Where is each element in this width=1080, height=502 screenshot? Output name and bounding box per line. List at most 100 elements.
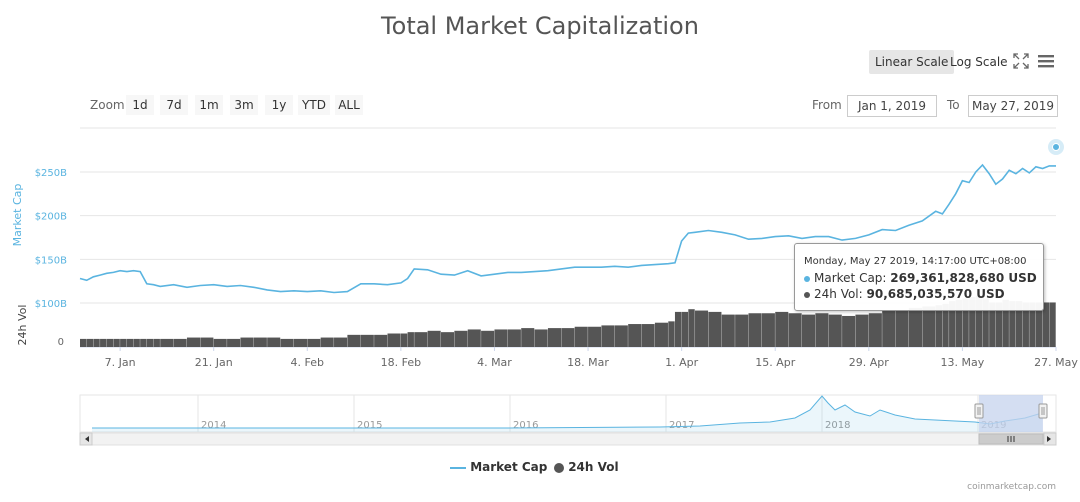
volume-bar <box>969 297 976 347</box>
navigator-handle-left[interactable] <box>974 403 984 419</box>
volume-bar <box>1015 301 1023 347</box>
volume-bar <box>614 325 628 347</box>
x-tick-label: 18. Mar <box>567 356 609 369</box>
volume-bar <box>908 307 923 347</box>
volume-bar <box>674 311 682 347</box>
navigator-series <box>92 395 1043 429</box>
from-date-input[interactable]: Jan 1, 2019 <box>847 95 937 117</box>
x-tick-label: 29. Apr <box>849 356 889 369</box>
volume-bar <box>407 332 414 347</box>
volume-bar <box>1029 302 1036 347</box>
volume-bar <box>106 338 114 347</box>
volume-bar <box>173 338 187 347</box>
zoom-button-all[interactable]: ALL <box>335 95 363 115</box>
x-tick-label: 7. Jan <box>105 356 136 369</box>
from-label: From <box>812 98 842 112</box>
navigator-year-label: 2015 <box>357 420 382 431</box>
volume-bar <box>721 314 735 347</box>
y-axis-title-market-cap: Market Cap <box>11 184 24 247</box>
volume-bar <box>86 338 94 347</box>
chart-title: Total Market Capitalization <box>381 12 699 40</box>
volume-bar <box>1002 299 1009 347</box>
volume-bar <box>962 298 969 347</box>
navigator-year-label: 2016 <box>513 420 538 431</box>
volume-bar <box>120 338 127 347</box>
volume-bar <box>126 338 134 347</box>
navigator-handle-right[interactable] <box>1038 403 1048 419</box>
volume-bar <box>494 329 508 347</box>
fullscreen-icon[interactable] <box>1012 52 1030 70</box>
zoom-button-ytd[interactable]: YTD <box>298 95 330 115</box>
volume-bar <box>761 313 775 347</box>
navigator-frame <box>79 394 1057 433</box>
volume-bar <box>942 303 949 347</box>
volume-bar <box>668 321 675 347</box>
x-tick-label: 4. Mar <box>477 356 512 369</box>
volume-bar <box>982 298 989 347</box>
chevron-right-icon <box>1047 436 1051 442</box>
to-date-input[interactable]: May 27, 2019 <box>968 95 1058 117</box>
volume-bar <box>681 311 689 347</box>
volume-bar <box>601 325 615 347</box>
y-tick-label: $100B <box>35 299 67 310</box>
credits-link[interactable]: coinmarketcap.com <box>967 482 1056 492</box>
navigator-year-label: 2017 <box>669 420 694 431</box>
volume-bar <box>868 313 882 347</box>
volume-dot-icon <box>804 291 810 298</box>
volume-bar <box>454 330 468 347</box>
volume-bar <box>1035 302 1043 347</box>
volume-bar <box>895 310 909 347</box>
volume-bar <box>1022 302 1029 347</box>
log-scale-button[interactable]: Log Scale <box>950 55 1008 69</box>
volume-bar <box>989 302 996 347</box>
volume-bar <box>935 305 943 347</box>
volume-bar <box>688 309 695 347</box>
y-tick-label: $150B <box>35 255 67 266</box>
tooltip-market-cap-label: Market Cap: <box>814 271 887 285</box>
vol-tick-label: 0 <box>58 337 64 348</box>
volume-bar <box>186 337 201 347</box>
volume-bar <box>922 306 936 347</box>
volume-bar <box>334 337 348 347</box>
legend-vol-label: 24h Vol <box>568 460 619 474</box>
volume-bar <box>160 338 174 347</box>
circle-legend-icon <box>554 462 564 473</box>
zoom-button-1y[interactable]: 1y <box>265 95 293 115</box>
volume-bar <box>561 328 575 347</box>
volume-bar <box>481 330 495 347</box>
volume-bar <box>280 338 294 347</box>
volume-bar <box>293 338 307 347</box>
scrollbar-track[interactable] <box>79 432 1057 446</box>
volume-bar <box>547 328 562 347</box>
volume-bar <box>574 326 588 347</box>
volume-bar <box>347 334 361 347</box>
volume-bar <box>775 311 789 347</box>
volume-bar <box>882 310 896 347</box>
zoom-button-1d[interactable]: 1d <box>126 95 154 115</box>
legend-market-cap[interactable]: Market Cap <box>450 460 547 474</box>
volume-bar <box>133 338 140 347</box>
volume-bar <box>788 313 802 347</box>
zoom-button-3m[interactable]: 3m <box>230 95 258 115</box>
volume-bar <box>146 338 154 347</box>
y-tick-label: $250B <box>35 168 67 179</box>
volume-bar <box>735 314 749 347</box>
tooltip-volume: 24h Vol: 90,685,035,570 USD <box>804 287 1005 301</box>
linear-scale-button[interactable]: Linear Scale <box>869 50 955 74</box>
legend-volume[interactable]: 24h Vol <box>554 460 619 474</box>
volume-bar <box>855 314 869 347</box>
tooltip: Monday, May 27 2019, 14:17:00 UTC+08:00 … <box>794 243 1044 311</box>
x-tick-label: 27. May <box>1034 356 1078 369</box>
zoom-button-1m[interactable]: 1m <box>195 95 223 115</box>
x-tick-label: 15. Apr <box>755 356 795 369</box>
volume-bar <box>949 301 956 347</box>
volume-bar <box>695 310 709 347</box>
volume-bar <box>828 314 842 347</box>
menu-icon[interactable] <box>1037 52 1055 70</box>
volume-bar <box>995 302 1003 347</box>
line-legend-icon <box>450 466 466 469</box>
tooltip-vol-label: 24h Vol: <box>814 287 863 301</box>
zoom-button-7d[interactable]: 7d <box>160 95 188 115</box>
volume-bar <box>842 315 856 347</box>
